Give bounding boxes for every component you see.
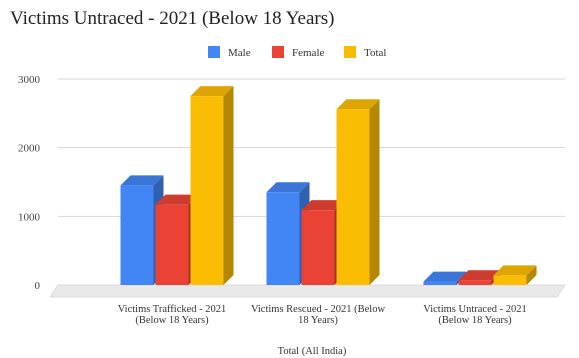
x-tick-label: (Below 18 Years) — [438, 315, 512, 326]
bar-face — [423, 281, 457, 285]
bar-total-3 — [493, 265, 537, 285]
bar-face — [266, 182, 310, 193]
bar-face — [120, 185, 154, 285]
bar-face — [458, 280, 492, 285]
x-tick-label: Victims Untraced - 2021 — [423, 304, 526, 315]
bar-face — [155, 204, 189, 285]
bar-face — [493, 265, 537, 276]
bar-face — [301, 200, 345, 211]
bar-face — [336, 99, 380, 110]
bar-face — [369, 99, 380, 285]
legend-label-total: Total — [364, 47, 386, 59]
x-tick-label: Victims Trafficked - 2021 — [118, 304, 227, 315]
bar-face — [190, 96, 224, 286]
bar-face — [120, 175, 164, 186]
y-tick-label: 3000 — [18, 74, 41, 86]
legend-swatch-total — [344, 46, 356, 58]
legend-label-male: Male — [228, 47, 251, 59]
bar-face — [423, 271, 467, 282]
bar-face — [223, 86, 234, 286]
legend-swatch-female — [272, 46, 284, 58]
bar-face — [266, 192, 300, 285]
x-axis-title: Total (All India) — [278, 346, 347, 357]
y-tick-label: 2000 — [18, 143, 41, 155]
bar-face — [190, 86, 234, 97]
bar-face — [155, 194, 199, 205]
chart-title: Victims Untraced - 2021 (Below 18 Years) — [10, 8, 335, 29]
bar-face — [336, 109, 370, 285]
chart-floor — [49, 284, 566, 298]
bar-face — [458, 270, 502, 281]
bar-face — [301, 210, 335, 285]
legend-swatch-male — [208, 46, 220, 58]
x-tick-label: 18 Years) — [298, 315, 338, 326]
bar-total-2 — [336, 99, 380, 285]
bar-total-1 — [190, 86, 234, 286]
bar-face — [526, 265, 537, 285]
x-tick-label: (Below 18 Years) — [135, 315, 209, 326]
legend-label-female: Female — [292, 47, 324, 59]
bar-face — [493, 275, 527, 285]
x-tick-label: Victims Rescued - 2021 (Below — [251, 304, 386, 315]
y-tick-label: 1000 — [18, 211, 41, 223]
y-tick-label: 0 — [35, 280, 41, 292]
